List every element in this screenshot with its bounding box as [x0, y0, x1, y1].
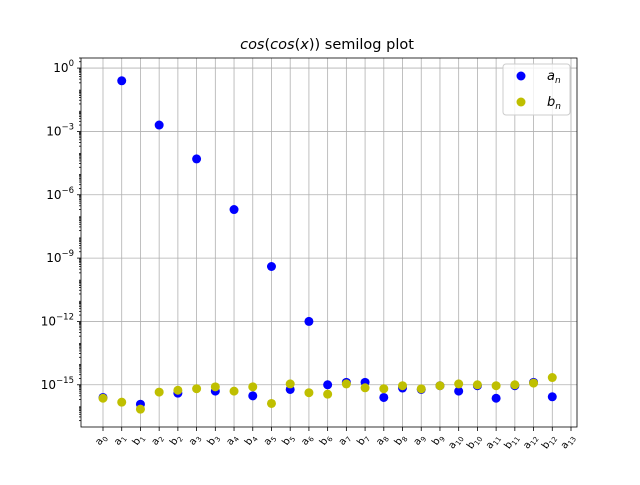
point-b-22 — [510, 380, 520, 390]
point-a-12 — [323, 380, 333, 390]
point-b-21 — [491, 381, 501, 391]
y-tick-label: 10−15 — [41, 376, 74, 392]
y-axis: 100 10−3 10−6 10−9 10−12 10−15 — [41, 57, 81, 422]
point-a-9 — [266, 261, 276, 271]
point-a-7 — [229, 205, 239, 215]
x-tick-label: a2 — [150, 432, 167, 448]
point-a-19 — [454, 386, 464, 396]
chart-title: cos(cos(x)) semilog plot — [240, 37, 414, 53]
point-b-18 — [435, 381, 445, 391]
grid-lines — [81, 58, 577, 427]
x-tick-label: b2 — [168, 432, 185, 448]
point-b-10 — [285, 379, 295, 389]
x-tick-label: b5 — [280, 432, 297, 448]
point-b-16 — [398, 381, 408, 391]
point-b-5 — [192, 384, 202, 394]
x-tick-label: a0 — [93, 432, 110, 448]
x-tick-label: a10 — [446, 432, 465, 452]
legend: an bn — [502, 63, 571, 116]
point-b-11 — [304, 388, 314, 398]
point-b-12 — [323, 389, 333, 399]
x-tick-label: a8 — [374, 432, 391, 448]
title-part: x — [299, 37, 309, 53]
x-tick-label: a9 — [412, 432, 429, 448]
point-a-5 — [192, 154, 202, 164]
point-b-6 — [210, 382, 220, 392]
x-tick-label: b10 — [465, 432, 484, 452]
point-a-11 — [304, 316, 314, 326]
point-b-14 — [360, 383, 370, 393]
y-tick-label: 10−3 — [46, 122, 74, 138]
point-b-19 — [454, 379, 464, 389]
y-tick-label: 10−6 — [46, 186, 74, 202]
legend-marker — [516, 97, 526, 107]
title-part: )) semilog plot — [309, 37, 414, 53]
data-points — [98, 76, 557, 414]
point-a-21 — [491, 393, 501, 403]
x-tick-label: b7 — [355, 432, 372, 448]
point-a-24 — [547, 392, 557, 402]
point-a-3 — [154, 120, 164, 130]
point-b-13 — [341, 379, 351, 389]
x-tick-label: b6 — [318, 432, 335, 449]
x-tick-label: a7 — [337, 432, 354, 448]
point-b-8 — [248, 382, 258, 392]
plot-frame — [80, 57, 578, 428]
point-b-17 — [416, 384, 426, 394]
point-a-1 — [117, 76, 127, 86]
point-b-4 — [173, 385, 183, 395]
x-tick-label: a5 — [262, 432, 279, 448]
title-part: cos — [240, 37, 265, 53]
point-b-20 — [472, 380, 482, 390]
y-tick-label: 10−12 — [41, 312, 74, 328]
title-part: ( — [265, 37, 271, 53]
legend-label: bn — [547, 95, 561, 112]
point-b-3 — [154, 387, 164, 397]
point-a-15 — [379, 392, 389, 402]
x-tick-label: a1 — [112, 432, 129, 448]
point-b-9 — [266, 398, 276, 408]
x-tick-label: a13 — [559, 432, 578, 452]
title-part: ( — [295, 37, 301, 53]
point-b-23 — [529, 378, 539, 388]
x-tick-label: a6 — [299, 432, 316, 449]
point-a-8 — [248, 391, 258, 401]
x-tick-label: b1 — [131, 432, 148, 448]
x-tick-label: b12 — [540, 432, 559, 452]
x-tick-label: b9 — [430, 432, 447, 448]
x-tick-label: a12 — [521, 432, 540, 452]
point-b-15 — [379, 384, 389, 394]
y-tick-label: 10−9 — [46, 249, 74, 265]
point-b-1 — [117, 397, 127, 407]
x-axis: a0 a1 b1 a2 b2 a3 b3 a4 b4 a5 b5 a6 b6 a7 b7 a8 b8 a9 b9a1… — [93, 427, 578, 452]
point-b-2 — [135, 404, 145, 414]
x-tick-label: b8 — [393, 432, 410, 448]
legend-label: an — [547, 69, 561, 86]
y-tick-label: 100 — [53, 59, 74, 75]
x-tick-label: a4 — [224, 432, 241, 449]
x-tick-label: b3 — [206, 432, 223, 448]
x-tick-label: a11 — [484, 432, 503, 452]
x-tick-label: b11 — [503, 432, 522, 452]
x-tick-label: a3 — [187, 432, 204, 448]
point-b-0 — [98, 393, 108, 403]
point-b-7 — [229, 386, 239, 396]
point-b-24 — [547, 373, 557, 383]
title-part: cos — [270, 37, 295, 53]
x-tick-label: b4 — [243, 432, 260, 449]
legend-marker — [516, 71, 526, 81]
